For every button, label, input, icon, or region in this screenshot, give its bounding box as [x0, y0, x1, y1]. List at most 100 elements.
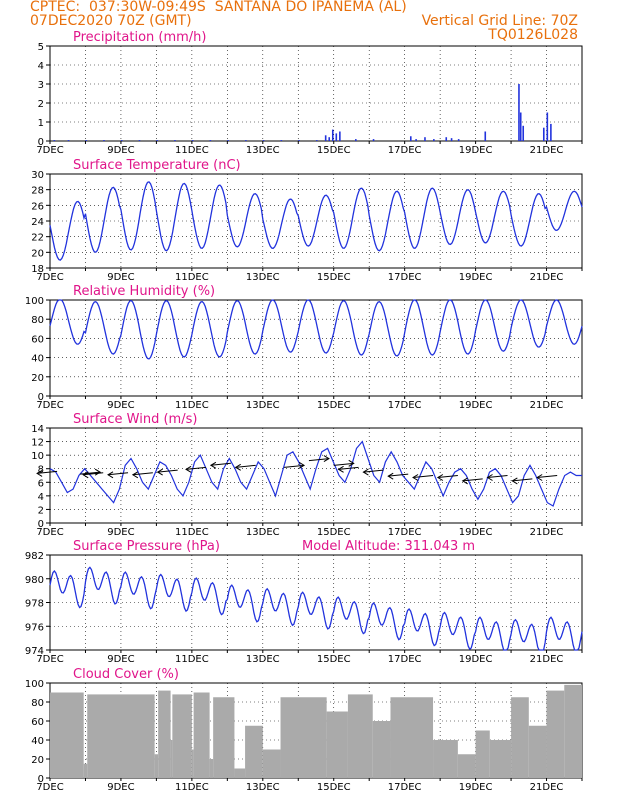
- wind-arrow: [388, 473, 409, 477]
- cloud-bar: [50, 692, 84, 778]
- precip-bar: [328, 137, 331, 141]
- cloud-bar: [262, 749, 281, 778]
- x-tick-label: 9DEC: [107, 272, 134, 283]
- cloud-bar: [457, 754, 476, 778]
- precip-bar: [546, 112, 549, 141]
- y-tick-label: 980: [25, 575, 44, 586]
- x-tick-label: 13DEC: [246, 527, 280, 538]
- wind-arrowhead: [82, 471, 89, 479]
- precip-bar: [484, 131, 487, 141]
- wind-arrow: [512, 478, 533, 482]
- y-tick-label: 100: [25, 679, 44, 690]
- x-tick-label: 11DEC: [175, 272, 209, 283]
- x-tick-label: 21DEC: [530, 400, 564, 411]
- precip-bar: [542, 127, 545, 141]
- x-tick-label: 21DEC: [530, 654, 564, 665]
- y-tick-label: 60: [31, 717, 44, 728]
- panel-title: Precipitation (mm/h): [73, 30, 206, 45]
- x-tick-label: 9DEC: [107, 782, 134, 793]
- wind-arrow: [487, 475, 508, 478]
- panel-frame: [49, 299, 583, 397]
- x-tick-label: 17DEC: [388, 145, 422, 156]
- precip-bar: [262, 140, 265, 141]
- x-tick-label: 19DEC: [459, 400, 493, 411]
- precip-bar: [522, 125, 525, 141]
- precip-bar: [209, 140, 212, 141]
- x-tick-label: 11DEC: [175, 782, 209, 793]
- precip-bar: [324, 135, 327, 141]
- x-tick-label: 15DEC: [317, 527, 351, 538]
- x-tick-label: 13DEC: [246, 272, 280, 283]
- y-tick-label: 60: [31, 334, 44, 345]
- precip-bar: [415, 139, 417, 141]
- y-tick-label: 0: [38, 519, 44, 530]
- precip-bar: [372, 139, 375, 141]
- x-tick-label: 11DEC: [175, 527, 209, 538]
- x-tick-label: 15DEC: [317, 145, 351, 156]
- wind-arrowhead: [323, 455, 330, 463]
- wind-arrowhead: [107, 471, 114, 479]
- wind-arrowhead: [156, 468, 163, 476]
- precip-bar: [245, 140, 247, 141]
- precip-bar: [457, 139, 460, 141]
- x-tick-label: 9DEC: [107, 400, 134, 411]
- precip-bar: [518, 84, 520, 141]
- cloud-bar: [390, 697, 434, 778]
- x-tick-label: 7DEC: [36, 145, 63, 156]
- x-tick-label: 19DEC: [459, 782, 493, 793]
- y-tick-label: 20: [31, 373, 44, 384]
- y-tick-label: 8: [38, 465, 44, 476]
- x-tick-label: 19DEC: [459, 145, 493, 156]
- y-tick-label: 40: [31, 354, 44, 365]
- precip-bar: [355, 139, 357, 141]
- y-tick-label: 80: [31, 698, 44, 709]
- cloud-bar: [193, 692, 210, 778]
- precip-bar: [331, 129, 334, 141]
- wind-arrow: [363, 469, 384, 473]
- wind-arrow: [437, 475, 458, 478]
- precip-bar: [450, 138, 453, 141]
- cloud-bar: [326, 711, 348, 778]
- wind-arrowhead: [337, 465, 344, 473]
- x-tick-label: 11DEC: [175, 654, 209, 665]
- y-tick-label: 26: [31, 201, 44, 212]
- y-tick-label: 30: [31, 170, 44, 181]
- precip-bar: [191, 140, 194, 141]
- x-tick-label: 15DEC: [317, 782, 351, 793]
- x-tick-label: 19DEC: [459, 272, 493, 283]
- cloud-bar: [347, 694, 373, 778]
- wind-arrow: [186, 466, 207, 470]
- x-tick-label: 7DEC: [36, 400, 63, 411]
- precip-bar: [174, 140, 176, 141]
- cloud-bar: [489, 740, 512, 778]
- cloud-bar: [234, 768, 246, 778]
- wind-arrowhead: [185, 465, 192, 473]
- x-tick-label: 13DEC: [246, 654, 280, 665]
- y-tick-label: 978: [25, 599, 44, 610]
- wind-arrowhead: [209, 461, 217, 469]
- wind-arrow: [210, 462, 231, 466]
- y-tick-label: 18: [31, 264, 44, 275]
- y-tick-label: 0: [38, 137, 44, 148]
- x-tick-label: 13DEC: [246, 145, 280, 156]
- x-tick-label: 13DEC: [246, 782, 280, 793]
- x-tick-label: 11DEC: [175, 145, 209, 156]
- y-tick-label: 80: [31, 315, 44, 326]
- cloud-bar: [172, 694, 192, 778]
- x-tick-label: 19DEC: [459, 527, 493, 538]
- y-tick-label: 1: [38, 118, 44, 129]
- x-tick-label: 7DEC: [36, 782, 63, 793]
- precip-bar: [53, 140, 56, 141]
- panel-title: Surface Wind (m/s): [73, 412, 197, 427]
- cloud-bar: [511, 697, 529, 778]
- panel-frame: [49, 427, 583, 524]
- precip-bar: [138, 140, 141, 141]
- cloud-bar: [475, 730, 490, 778]
- cloud-bar: [87, 694, 155, 778]
- wind-arrowhead: [436, 474, 444, 481]
- precip-bar: [339, 131, 341, 141]
- y-tick-label: 976: [25, 622, 44, 633]
- y-tick-label: 20: [31, 248, 44, 259]
- wind-arrow: [308, 458, 329, 462]
- precip-bar: [67, 140, 70, 141]
